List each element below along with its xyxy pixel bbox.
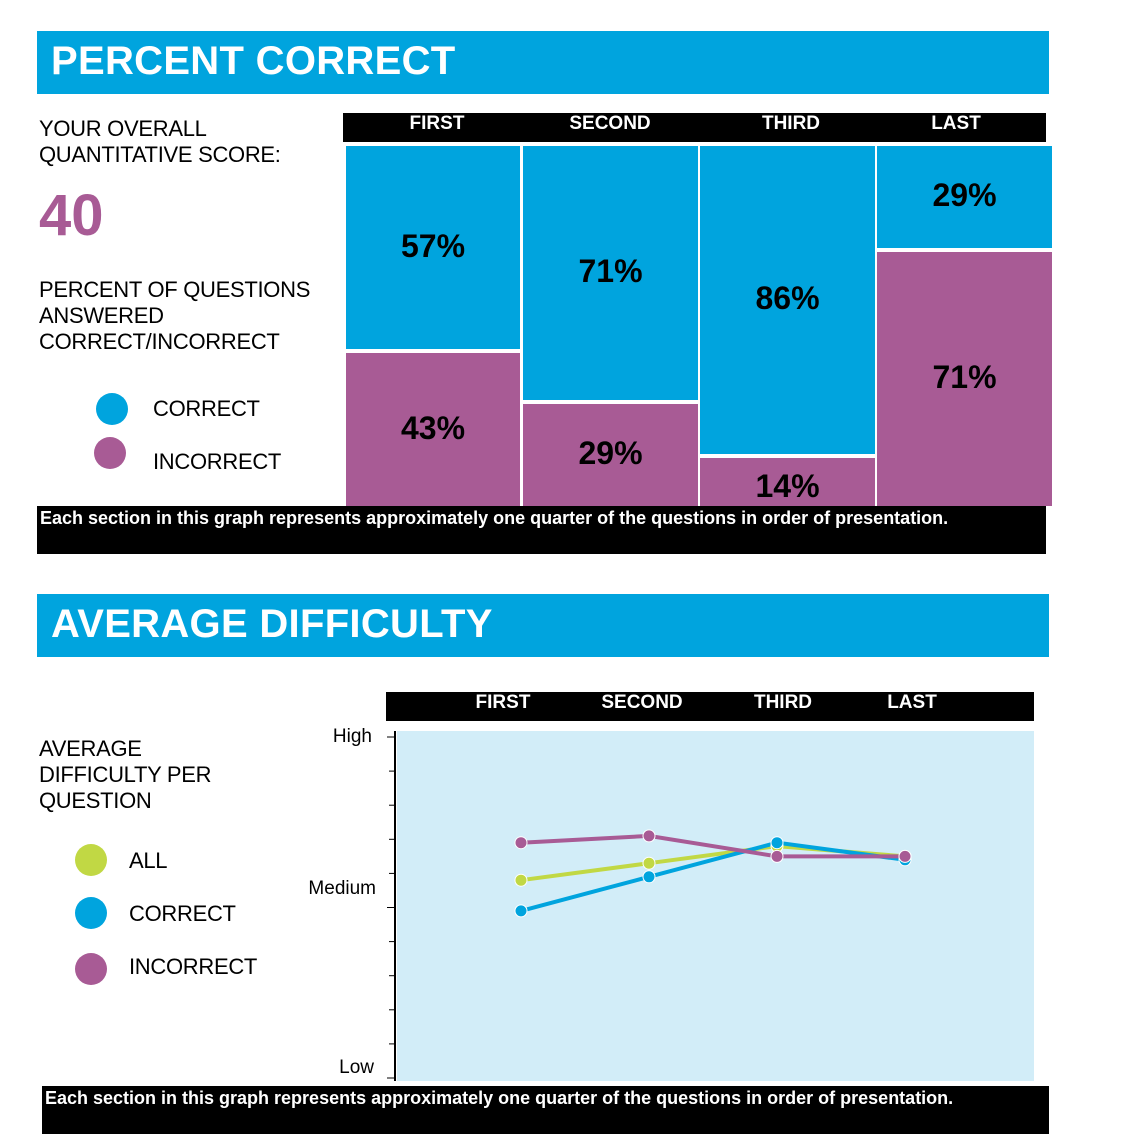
- point-incorrect-second: [642, 829, 656, 843]
- percent-correct-banner: PERCENT CORRECT: [37, 31, 1049, 94]
- point-correct-second: [642, 870, 656, 884]
- bar-chart-header: FIRST SECOND THIRD LAST: [343, 113, 1046, 142]
- y-tick-label-low: Low: [339, 1057, 374, 1078]
- bar-label-third-incorrect: 14%: [755, 468, 820, 504]
- series-line-correct: [520, 840, 906, 913]
- line-header-third: THIRD: [753, 692, 813, 713]
- score-label: YOUR OVERALL QUANTITATIVE SCORE:: [39, 116, 281, 168]
- y-tick-label-medium: Medium: [308, 878, 376, 899]
- legend-all-dot: [75, 844, 107, 876]
- point-incorrect-last: [898, 849, 912, 863]
- legend-correct-label: CORRECT: [153, 396, 260, 421]
- y-tick-label-high: High: [333, 726, 372, 747]
- legend-incorrect-dot: [94, 437, 126, 469]
- legend-correct2-label: CORRECT: [129, 901, 236, 926]
- point-correct-first: [514, 904, 528, 918]
- bar-last-correct: 29%: [877, 146, 1052, 248]
- percent-description-line-2: ANSWERED: [39, 303, 164, 328]
- percent-description-line-3: CORRECT/INCORRECT: [39, 329, 280, 354]
- legend-incorrect-label: INCORRECT: [153, 449, 282, 474]
- bar-first-correct: 57%: [346, 146, 520, 349]
- difficulty-description: AVERAGE DIFFICULTY PER QUESTION: [39, 736, 212, 814]
- percent-description-line-1: PERCENT OF QUESTIONS: [39, 277, 311, 302]
- percent-correct-title: PERCENT CORRECT: [51, 39, 456, 83]
- point-incorrect-first: [514, 836, 528, 850]
- legend-correct2-dot: [75, 897, 107, 929]
- point-incorrect-third: [770, 849, 784, 863]
- line-series-group: [514, 829, 912, 918]
- line-header-second: SECOND: [601, 692, 683, 713]
- point-correct-third: [770, 836, 784, 850]
- bar-label-third-correct: 86%: [755, 280, 820, 316]
- bar-label-last-incorrect: 71%: [932, 359, 997, 395]
- bar-label-second-correct: 71%: [578, 253, 643, 289]
- score-label-line-1: YOUR OVERALL: [39, 116, 207, 141]
- percent-description: PERCENT OF QUESTIONS ANSWERED CORRECT/IN…: [39, 277, 310, 355]
- difficulty-description-line-1: AVERAGE: [39, 736, 142, 761]
- point-all-second: [642, 856, 656, 870]
- score-value: 40: [39, 183, 104, 248]
- bar-second-incorrect: 29%: [523, 404, 698, 506]
- bar-label-second-incorrect: 29%: [578, 435, 643, 471]
- bar-header-last: LAST: [931, 113, 981, 134]
- legend-incorrect2-label: INCORRECT: [129, 954, 258, 979]
- legend-incorrect2-dot: [75, 953, 107, 985]
- legend-all-label: ALL: [129, 848, 168, 873]
- bar-label-last-correct: 29%: [932, 177, 997, 213]
- percent-note: Each section in this graph represents ap…: [37, 506, 1046, 554]
- y-axis-ticks: [387, 736, 395, 1079]
- bar-header-second: SECOND: [569, 113, 651, 134]
- average-difficulty-title: AVERAGE DIFFICULTY: [51, 602, 493, 646]
- line-chart-header: FIRST SECOND THIRD LAST: [386, 692, 1034, 721]
- difficulty-description-line-3: QUESTION: [39, 788, 152, 813]
- bar-header-first: FIRST: [409, 113, 465, 134]
- point-all-first: [514, 873, 528, 887]
- bar-first-incorrect: 43%: [346, 353, 520, 506]
- score-label-line-2: QUANTITATIVE SCORE:: [39, 142, 281, 167]
- difficulty-note: Each section in this graph represents ap…: [42, 1086, 1049, 1134]
- bar-third-correct: 86%: [700, 146, 875, 454]
- line-plot-background: [397, 731, 1034, 1081]
- line-header-last: LAST: [887, 692, 937, 713]
- bar-third-incorrect: 14%: [700, 458, 875, 506]
- series-line-incorrect: [520, 833, 905, 859]
- bar-label-first-incorrect: 43%: [400, 409, 466, 446]
- bar-label-first-correct: 57%: [400, 227, 466, 264]
- average-difficulty-banner: AVERAGE DIFFICULTY: [37, 594, 1049, 657]
- line-header-first: FIRST: [475, 692, 531, 713]
- legend-correct-dot: [96, 393, 128, 425]
- bar-last-incorrect: 71%: [877, 252, 1052, 506]
- bar-second-correct: 71%: [523, 146, 698, 400]
- bar-header-third: THIRD: [761, 113, 821, 134]
- difficulty-description-line-2: DIFFICULTY PER: [39, 762, 212, 787]
